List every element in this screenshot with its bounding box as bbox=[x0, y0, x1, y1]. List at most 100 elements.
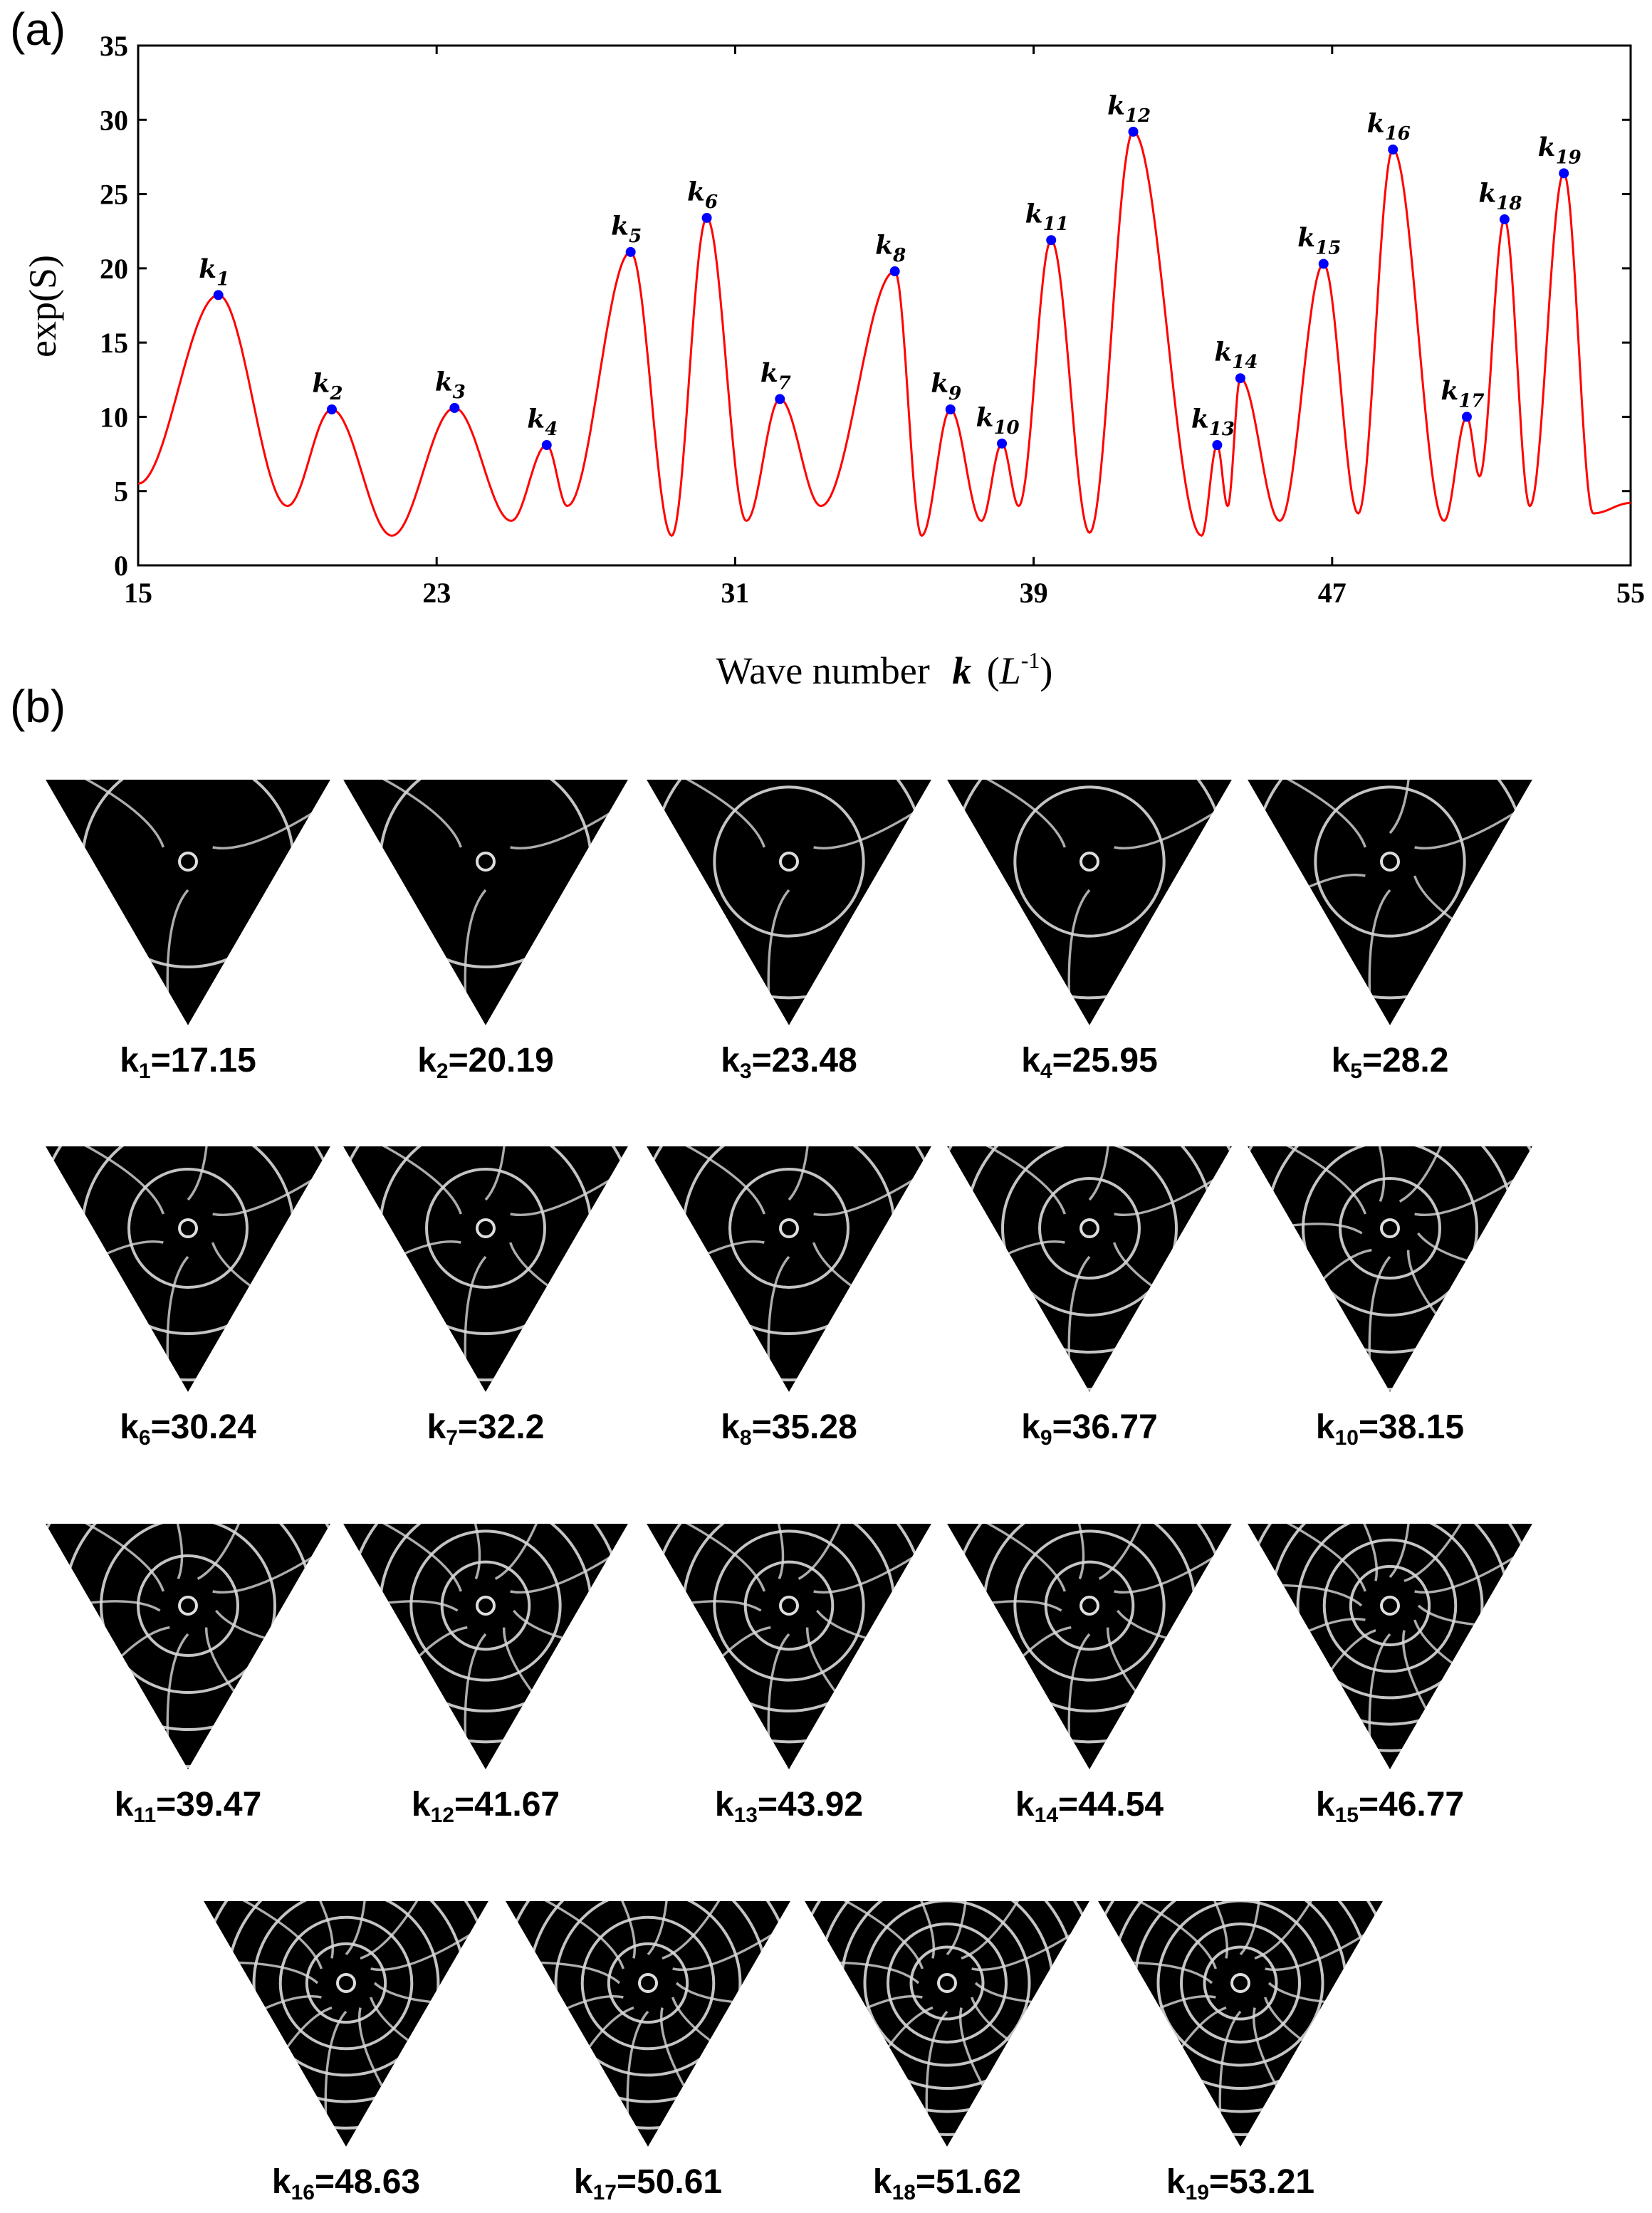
mode-bg bbox=[46, 1524, 330, 1769]
nodal-arc bbox=[324, 2010, 347, 2147]
y-tick-label-7: 35 bbox=[100, 30, 128, 62]
mode-caption-k: k bbox=[411, 1786, 431, 1824]
nodal-arc bbox=[1265, 1901, 1383, 1971]
peak-label-12: k12 bbox=[1107, 91, 1151, 127]
center-ring bbox=[476, 1596, 496, 1616]
nodal-arc bbox=[1098, 1901, 1218, 1969]
nodal-ring bbox=[947, 1146, 1232, 1391]
mode-caption-k: k bbox=[1331, 1042, 1351, 1079]
peak-label-sub: 4 bbox=[545, 419, 558, 440]
nodal-arc bbox=[805, 1901, 935, 1959]
peak-label-2: k2 bbox=[312, 369, 343, 404]
nodal-ring bbox=[713, 1529, 865, 1682]
nodal-ring bbox=[554, 1901, 742, 2077]
mode-caption-k: k bbox=[120, 1408, 139, 1446]
peak-label-sub: 10 bbox=[993, 417, 1019, 439]
x-tick-label-0: 15 bbox=[124, 577, 152, 609]
nodal-arc bbox=[1098, 1524, 1193, 1580]
mode-triangle-11 bbox=[46, 1524, 330, 1769]
peak-marker-6 bbox=[701, 212, 712, 223]
center-ring bbox=[1079, 852, 1099, 872]
mode-caption-sub: 18 bbox=[892, 2181, 916, 2204]
peak-label-sub: 6 bbox=[705, 192, 718, 213]
mode-caption-5: k5=28.2 bbox=[1332, 1041, 1449, 1084]
mode-bg bbox=[805, 1901, 1089, 2147]
nodal-arc bbox=[510, 780, 628, 849]
nodal-arc bbox=[166, 889, 189, 1025]
mode-caption-sub: 5 bbox=[1350, 1060, 1362, 1083]
nodal-arc bbox=[343, 1524, 463, 1592]
exp-s-curve bbox=[137, 130, 1631, 538]
peak-label-sub: 5 bbox=[629, 226, 642, 247]
mode-bg bbox=[1098, 1901, 1383, 2147]
peak-label-k: k bbox=[1191, 404, 1209, 434]
peak-label-k: k bbox=[931, 369, 948, 399]
peak-marker-17 bbox=[1461, 412, 1472, 422]
mode-bg bbox=[1248, 1524, 1532, 1769]
peak-marker-12 bbox=[1128, 126, 1139, 137]
nodal-arc bbox=[1414, 1524, 1532, 1594]
nodal-arc bbox=[626, 2010, 649, 2147]
x-axis-title-text: Wave number bbox=[716, 649, 930, 692]
nodal-arc bbox=[187, 1146, 210, 1201]
mode-caption-sub: 10 bbox=[1334, 1426, 1359, 1450]
nodal-arc bbox=[672, 1901, 790, 1971]
nodal-ring bbox=[440, 1560, 531, 1651]
nodal-arc bbox=[506, 1901, 625, 1969]
nodal-arc bbox=[370, 1901, 488, 1971]
peak-marker-8 bbox=[889, 266, 900, 277]
peak-label-11: k11 bbox=[1025, 199, 1069, 235]
mode-bg bbox=[647, 1146, 931, 1392]
panel-b-label: (b) bbox=[10, 681, 66, 732]
nodal-arc bbox=[647, 780, 766, 848]
peak-marker-16 bbox=[1388, 145, 1399, 155]
mode-caption-1: k1=17.15 bbox=[120, 1041, 256, 1084]
peak-label-sub: 9 bbox=[948, 383, 961, 404]
center-ring bbox=[1380, 1218, 1400, 1238]
mode-caption-k: k bbox=[872, 2163, 892, 2201]
nodal-arc bbox=[166, 1633, 189, 1769]
mode-bg bbox=[343, 780, 628, 1025]
mode-caption-value: =39.47 bbox=[156, 1786, 262, 1824]
nodal-ring bbox=[607, 1942, 689, 2024]
mode-bg bbox=[1248, 780, 1532, 1025]
mode-pattern-18 bbox=[805, 1901, 1089, 2147]
mode-caption-k: k bbox=[114, 1786, 134, 1824]
mode-caption-sub: 3 bbox=[739, 1060, 752, 1083]
mode-bg bbox=[1248, 1146, 1532, 1392]
mode-triangle-14 bbox=[947, 1524, 1232, 1769]
nodal-arc bbox=[647, 1901, 670, 1956]
center-ring bbox=[1079, 1218, 1099, 1238]
nodal-arc bbox=[212, 1524, 330, 1594]
center-ring bbox=[779, 1596, 799, 1616]
nodal-ring bbox=[252, 1901, 440, 2077]
mode-caption-value: =25.95 bbox=[1052, 1042, 1158, 1079]
nodal-ring bbox=[46, 1146, 330, 1381]
nodal-ring bbox=[343, 1146, 628, 1381]
nodal-arc bbox=[204, 1901, 323, 1969]
mode-triangle-10 bbox=[1248, 1146, 1532, 1392]
nodal-arc bbox=[46, 1146, 165, 1215]
mode-triangle-6 bbox=[46, 1146, 330, 1392]
peak-label-k: k bbox=[312, 369, 330, 399]
nodal-ring bbox=[1203, 1945, 1278, 2021]
peak-marker-15 bbox=[1318, 258, 1329, 269]
mode-pattern-8 bbox=[647, 1146, 931, 1392]
peak-label-sub: 8 bbox=[892, 245, 906, 266]
peak-label-k: k bbox=[687, 177, 705, 207]
mode-pattern-12 bbox=[343, 1524, 628, 1769]
mode-caption-k: k bbox=[573, 2163, 593, 2201]
nodal-ring bbox=[305, 1942, 387, 2024]
peak-marker-4 bbox=[541, 440, 552, 451]
nodal-arc bbox=[647, 1146, 766, 1215]
mode-pattern-5 bbox=[1248, 780, 1532, 1025]
nodal-arc bbox=[961, 1901, 1089, 1960]
nodal-ring bbox=[1322, 1538, 1458, 1673]
peak-label-5: k5 bbox=[611, 211, 642, 247]
mode-bg bbox=[947, 1146, 1232, 1392]
peak-marker-1 bbox=[213, 290, 224, 300]
y-tick-label-6: 30 bbox=[100, 104, 128, 136]
x-axis-title: Wave number k (L-1) bbox=[716, 647, 1053, 692]
